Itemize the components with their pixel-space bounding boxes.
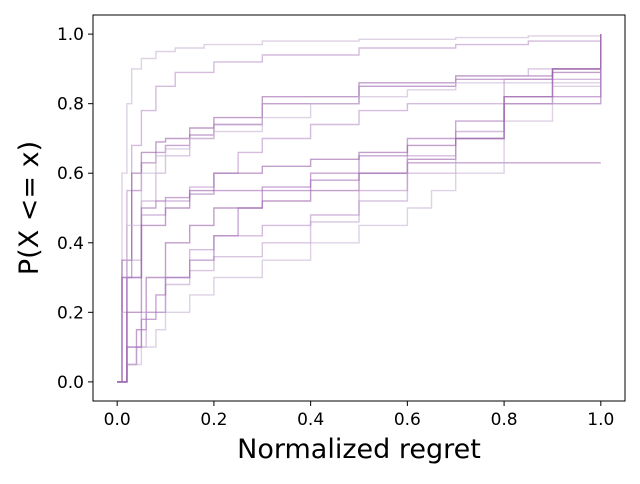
plot-frame (92, 14, 626, 402)
y-tick-label-4: 0.8 (57, 95, 84, 115)
series-layer (117, 34, 602, 383)
series-line-1 (117, 34, 602, 383)
x-axis-label: Normalized regret (237, 434, 481, 465)
series-line-11 (117, 34, 602, 383)
y-tick-label-0: 0.0 (57, 373, 84, 393)
series-line-13 (117, 34, 602, 383)
y-tick-label-5: 1.0 (57, 25, 84, 45)
y-tick-label-1: 0.2 (57, 303, 84, 323)
y-axis-label: P(X <= x) (14, 141, 45, 275)
series-line-6 (117, 34, 602, 383)
x-tick-label-2: 0.4 (297, 410, 324, 430)
y-tick-label-3: 0.6 (57, 164, 84, 184)
x-tick-label-0: 0.0 (104, 410, 131, 430)
x-tick-label-5: 1.0 (587, 410, 614, 430)
series-line-2 (117, 34, 602, 383)
y-axis-ticks: 0.0 0.2 0.4 0.6 0.8 1.0 (57, 25, 93, 393)
x-tick-label-3: 0.6 (394, 410, 421, 430)
series-line-14 (117, 34, 602, 383)
y-tick-label-2: 0.4 (57, 234, 84, 254)
x-axis-ticks: 0.0 0.2 0.4 0.6 0.8 1.0 (104, 401, 614, 430)
x-tick-label-4: 0.8 (491, 410, 518, 430)
x-tick-label-1: 0.2 (200, 410, 227, 430)
